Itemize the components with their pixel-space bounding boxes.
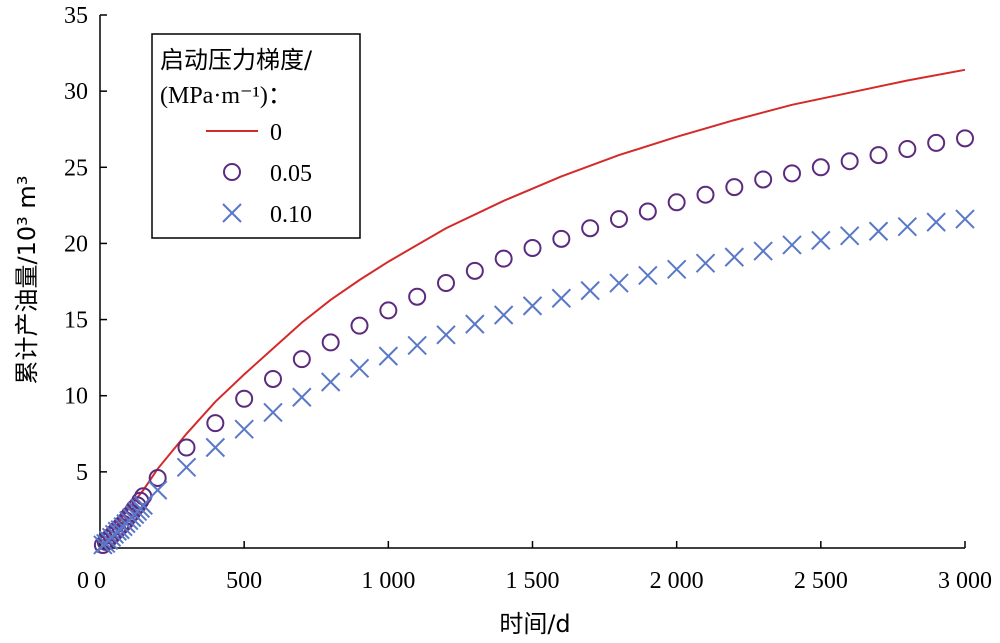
x-tick-label: 500 — [226, 568, 262, 594]
data-point-cross — [378, 346, 399, 366]
data-point-cross — [580, 280, 600, 301]
data-point-circle — [465, 261, 484, 280]
legend-box — [151, 33, 361, 239]
data-point-circle — [148, 468, 167, 487]
legend: 启动压力梯度/ (MPa·m⁻¹)： 0 0.05 0.10 — [151, 33, 361, 239]
data-point-cross — [263, 402, 283, 423]
data-point-circle — [696, 185, 715, 204]
data-point-circle — [437, 274, 455, 293]
data-point-circle — [494, 249, 513, 268]
data-point-cross — [436, 325, 456, 345]
legend-label-0: 0 — [270, 120, 282, 146]
data-point-circle — [523, 238, 542, 257]
y-axis-title: 累计产油量/10³ m³ — [13, 176, 41, 385]
x-axis-title: 时间/d — [499, 610, 570, 638]
data-point-circle — [667, 193, 686, 212]
y-tick-label: 5 — [76, 460, 88, 486]
data-point-cross — [522, 296, 543, 316]
data-point-cross — [176, 457, 197, 477]
data-point-circle — [725, 178, 744, 197]
data-point-cross — [465, 314, 485, 334]
data-point-circle — [754, 170, 773, 189]
data-point-cross — [753, 241, 773, 261]
data-point-cross — [609, 273, 629, 293]
y-tick-label: 35 — [64, 3, 88, 29]
data-point-cross — [320, 372, 341, 392]
y-tick-label: 20 — [64, 231, 88, 257]
y-tick-label: 10 — [64, 384, 88, 410]
y-axis-ticks: 5 10 15 20 25 30 35 0 — [64, 3, 107, 594]
y-tick-label: 15 — [64, 308, 88, 334]
data-point-cross — [926, 212, 946, 232]
data-point-circle — [581, 219, 600, 238]
series-0.10 — [93, 209, 975, 555]
data-point-cross — [292, 387, 312, 407]
legend-title-line1: 启动压力梯度/ — [160, 46, 313, 74]
data-point-circle — [638, 202, 657, 221]
data-point-circle — [811, 158, 830, 177]
data-point-circle — [177, 438, 196, 457]
data-point-circle — [350, 316, 369, 335]
x-tick-label: 2 500 — [794, 568, 848, 594]
data-point-cross — [782, 235, 802, 255]
x-tick-label: 3 000 — [938, 568, 992, 594]
legend-label-1: 0.05 — [270, 161, 312, 187]
series-layer — [93, 68, 975, 555]
data-point-circle — [552, 229, 571, 248]
data-point-circle — [235, 389, 254, 408]
data-point-circle — [898, 140, 917, 159]
data-point-circle — [956, 129, 974, 148]
legend-title-line2: (MPa·m⁻¹)： — [160, 83, 292, 109]
data-point-circle — [321, 333, 340, 352]
data-point-circle — [408, 287, 427, 306]
legend-cross-swatch — [222, 203, 242, 223]
data-point-cross — [493, 305, 514, 325]
x-tick-label: 1 500 — [506, 568, 560, 594]
data-point-circle — [783, 164, 801, 183]
x-tick-label: 0 — [94, 568, 106, 594]
data-point-cross — [868, 221, 889, 241]
data-point-circle — [927, 133, 946, 152]
data-point-circle — [610, 210, 628, 229]
x-tick-label: 2 000 — [650, 568, 704, 594]
data-point-cross — [147, 480, 168, 500]
data-point-cross — [811, 230, 831, 251]
data-point-cross — [638, 265, 658, 286]
data-point-cross — [205, 437, 226, 458]
data-point-cross — [897, 216, 918, 237]
data-point-circle — [206, 414, 225, 433]
data-point-circle — [379, 301, 398, 320]
data-point-circle — [869, 146, 888, 165]
origin-label: 0 — [77, 568, 89, 594]
data-point-cross — [695, 253, 716, 273]
data-point-circle — [840, 152, 859, 171]
x-axis-ticks: 0 500 1 000 1 500 2 000 2 500 3 000 — [94, 541, 992, 594]
data-point-cross — [349, 358, 370, 379]
x-tick-label: 1 000 — [361, 568, 415, 594]
data-point-cross — [234, 419, 254, 439]
data-point-cross — [666, 259, 687, 280]
data-point-cross — [407, 335, 427, 356]
data-point-cross — [724, 247, 745, 267]
legend-label-2: 0.10 — [270, 202, 312, 228]
data-point-circle — [128, 496, 147, 515]
y-tick-label: 25 — [64, 155, 88, 181]
y-tick-label: 30 — [64, 79, 88, 105]
data-point-circle — [264, 369, 282, 388]
data-point-cross — [839, 226, 860, 246]
data-point-cross — [955, 209, 975, 229]
legend-circle-swatch — [223, 163, 241, 181]
data-point-circle — [292, 350, 311, 369]
data-point-cross — [551, 288, 572, 308]
